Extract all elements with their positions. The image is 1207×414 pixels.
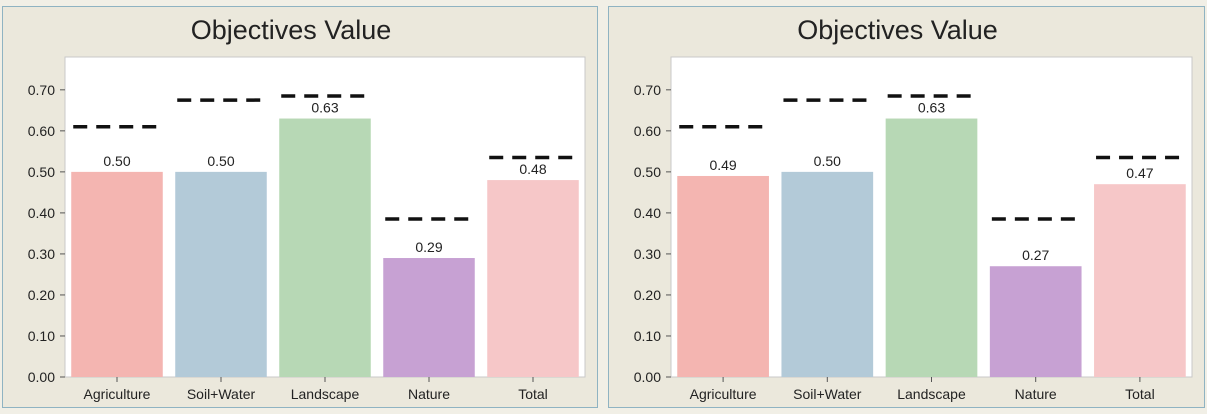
data-label: 0.50	[814, 153, 841, 169]
y-tick-label: 0.40	[634, 205, 661, 221]
bar-soil-water	[175, 171, 267, 377]
y-tick-label: 0.20	[634, 287, 661, 303]
data-label: 0.49	[709, 157, 736, 173]
y-tick-label: 0.30	[28, 246, 55, 262]
chart-panel-right: Objectives Value 0.00 0.10 0.20 0.30 0.40 0.50…	[608, 6, 1205, 408]
chart-title-right: Objectives Value	[797, 15, 998, 45]
objectives-chart-left: Objectives Value 0.00 0.10 0.20 0.30 0.40 0.50…	[28, 15, 586, 402]
data-label: 0.63	[311, 100, 338, 116]
bar-total	[487, 180, 579, 377]
bar-agriculture	[677, 175, 769, 377]
x-tick-label: Total	[1125, 386, 1155, 402]
y-tick-label: 0.70	[634, 82, 661, 98]
data-label: 0.63	[918, 100, 945, 116]
x-tick-label: Nature	[1015, 386, 1057, 402]
y-tick-label: 0.70	[28, 82, 55, 98]
y-tick-label: 0.00	[28, 369, 55, 385]
data-label: 0.48	[519, 161, 546, 177]
y-tick-label: 0.10	[28, 328, 55, 344]
y-tick-label: 0.50	[634, 164, 661, 180]
bar-landscape	[279, 118, 371, 378]
bar-landscape	[885, 118, 978, 378]
bar-agriculture	[71, 171, 163, 377]
data-label: 0.50	[207, 153, 234, 169]
x-tick-label: Soil+Water	[793, 386, 862, 402]
bar-nature	[989, 266, 1082, 377]
bar-total	[1094, 184, 1186, 377]
bar-soil-water	[781, 171, 874, 377]
x-tick-label: Nature	[408, 386, 450, 402]
data-label: 0.27	[1022, 247, 1049, 263]
y-tick-label: 0.00	[634, 369, 661, 385]
data-label: 0.50	[103, 153, 130, 169]
y-tick-label: 0.10	[634, 328, 661, 344]
y-tick-label: 0.20	[28, 287, 55, 303]
objectives-chart-right: Objectives Value 0.00 0.10 0.20 0.30 0.40 0.50…	[634, 15, 1193, 402]
x-tick-label: Soil+Water	[187, 386, 256, 402]
chart-panel-left: Objectives Value 0.00 0.10 0.20 0.30 0.40 0.50…	[2, 6, 598, 408]
x-tick-label: Agriculture	[84, 386, 151, 402]
x-tick-label: Landscape	[897, 386, 966, 402]
y-tick-label: 0.40	[28, 205, 55, 221]
chart-title-left: Objectives Value	[191, 15, 392, 45]
bar-nature	[383, 258, 475, 377]
y-tick-label: 0.30	[634, 246, 661, 262]
x-tick-label: Total	[518, 386, 548, 402]
y-tick-label: 0.50	[28, 164, 55, 180]
y-tick-label: 0.60	[634, 123, 661, 139]
x-tick-label: Agriculture	[690, 386, 757, 402]
data-label: 0.47	[1126, 165, 1153, 181]
y-tick-label: 0.60	[28, 123, 55, 139]
x-tick-label: Landscape	[291, 386, 360, 402]
data-label: 0.29	[415, 239, 442, 255]
